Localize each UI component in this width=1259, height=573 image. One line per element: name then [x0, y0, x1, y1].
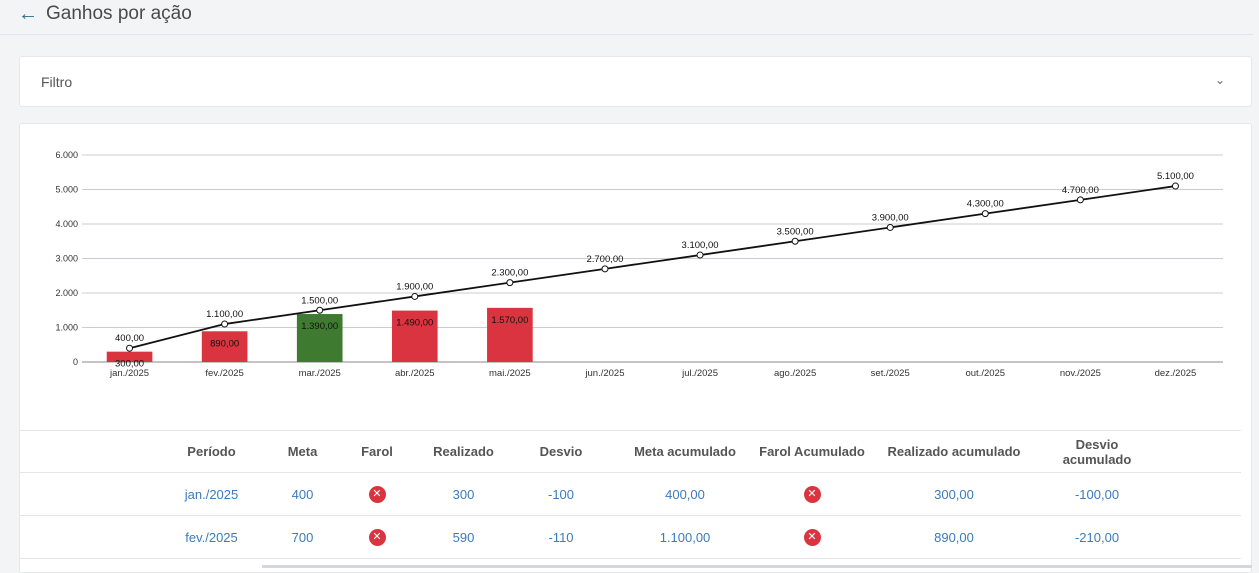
x-tick-label: abr./2025	[395, 368, 435, 379]
bar	[391, 310, 438, 362]
filter-label: Filtro	[41, 74, 73, 90]
col-periodo: Período	[153, 430, 270, 473]
line-point	[506, 279, 514, 287]
line-point	[791, 237, 799, 245]
arrow-left-icon[interactable]: ←	[18, 3, 38, 25]
line-data-label: 2.300,00	[491, 268, 528, 279]
cell-realizado[interactable]: 300	[419, 472, 508, 516]
x-tick-label: out./2025	[965, 368, 1005, 379]
x-tick-label: mai./2025	[489, 368, 531, 379]
cell-realizado[interactable]: 590	[419, 515, 508, 559]
bar-data-label: 890,00	[210, 338, 239, 349]
error-icon: ✕	[368, 528, 386, 546]
line-data-label: 4.700,00	[1062, 185, 1099, 196]
line-point	[221, 320, 229, 328]
chevron-down-icon[interactable]: ⌄	[1214, 73, 1226, 87]
error-icon: ✕	[368, 485, 386, 503]
cell-meta-acumulado[interactable]: 400,00	[614, 472, 756, 516]
x-tick-label: jul./2025	[681, 368, 718, 379]
x-tick-label: jun./2025	[584, 368, 624, 379]
y-tick-label: 6.000	[55, 150, 78, 160]
col-farol: Farol	[335, 430, 419, 473]
bar-data-label: 1.490,00	[396, 318, 433, 329]
bar-data-label: 1.390,00	[301, 321, 338, 332]
y-tick-label: 0	[73, 357, 78, 367]
y-tick-label: 3.000	[55, 254, 78, 264]
line-point	[981, 210, 989, 218]
y-tick-label: 1.000	[55, 323, 78, 333]
earnings-chart: 0 1.000 2.000 3.000 4.000 5.000 6.000 jan./2025…	[55, 150, 1223, 379]
error-icon: ✕	[803, 485, 821, 503]
cell-desvio-acumulado[interactable]: -100,00	[1040, 472, 1154, 516]
bar-data-label: 300,00	[115, 359, 144, 370]
x-tick-label: fev./2025	[205, 368, 243, 379]
y-tick-label: 4.000	[55, 219, 78, 229]
results-card: 0 1.000 2.000 3.000 4.000 5.000 6.000 jan./2025…	[19, 123, 1252, 573]
bar	[296, 314, 343, 362]
line-point	[886, 223, 894, 231]
cell-meta-acumulado[interactable]: 1.100,00	[614, 515, 756, 559]
page-header: ← Ganhos por ação	[0, 0, 1253, 35]
y-tick-label: 5.000	[55, 185, 78, 195]
col-meta-acumulado: Meta acumulado	[614, 430, 756, 473]
table-header-row: Período Meta Farol Realizado Desvio Meta…	[20, 430, 1241, 473]
line-point	[601, 265, 609, 273]
bar	[201, 331, 248, 362]
x-tick-label: jan./2025	[109, 368, 149, 379]
cell-desvio[interactable]: -110	[508, 515, 614, 559]
line-point	[126, 344, 134, 352]
x-tick-label: ago./2025	[774, 368, 816, 379]
line-data-label: 3.100,00	[682, 240, 719, 251]
col-desvio: Desvio	[508, 430, 614, 473]
col-desvio-acumulado: Desvio acumulado	[1040, 430, 1154, 473]
col-realizado: Realizado	[419, 430, 508, 473]
x-tick-label: nov./2025	[1060, 368, 1101, 379]
line-data-label: 1.100,00	[206, 309, 243, 320]
line-data-label: 400,00	[115, 333, 144, 344]
cell-realizado-acumulado[interactable]: 300,00	[868, 472, 1040, 516]
cell-desvio-acumulado[interactable]: -210,00	[1040, 515, 1154, 559]
table-row[interactable]: jan./2025 400 ✕ 300 -100 400,00 ✕ 300,00…	[20, 472, 1241, 516]
series-line	[129, 185, 1176, 350]
bar-data-label: 1.570,00	[491, 315, 528, 326]
cell-periodo[interactable]: jan./2025	[153, 472, 270, 516]
cell-periodo[interactable]: fev./2025	[153, 515, 270, 559]
col-meta: Meta	[270, 430, 335, 473]
line-point	[1076, 196, 1084, 204]
line-data-label: 2.700,00	[586, 254, 623, 265]
line-point	[1171, 182, 1179, 190]
bar	[106, 351, 153, 362]
line-data-label: 1.900,00	[396, 281, 433, 292]
cell-desvio[interactable]: -100	[508, 472, 614, 516]
error-icon: ✕	[803, 528, 821, 546]
x-tick-label: mar./2025	[299, 368, 341, 379]
cell-meta[interactable]: 700	[270, 515, 335, 559]
table-row[interactable]: fev./2025 700 ✕ 590 -110 1.100,00 ✕ 890,…	[20, 515, 1241, 559]
page-title: Ganhos por ação	[46, 3, 192, 24]
horizontal-scrollbar[interactable]	[262, 565, 1252, 568]
filter-panel[interactable]: Filtro ⌄	[19, 56, 1252, 107]
results-table: Período Meta Farol Realizado Desvio Meta…	[20, 430, 1241, 559]
line-point	[696, 251, 704, 259]
x-tick-label: set./2025	[871, 368, 910, 379]
col-realizado-acumulado: Realizado acumulado	[868, 430, 1040, 473]
cell-realizado-acumulado[interactable]: 890,00	[868, 515, 1040, 559]
x-tick-label: dez./2025	[1155, 368, 1197, 379]
line-data-label: 3.500,00	[777, 226, 814, 237]
line-data-label: 5.100,00	[1157, 171, 1194, 182]
line-data-label: 1.500,00	[301, 295, 338, 306]
col-farol-acumulado: Farol Acumulado	[756, 430, 868, 473]
line-data-label: 4.300,00	[967, 199, 1004, 210]
line-point	[411, 292, 419, 300]
line-data-label: 3.900,00	[872, 212, 909, 223]
y-tick-label: 2.000	[55, 288, 78, 298]
cell-meta[interactable]: 400	[270, 472, 335, 516]
bar	[487, 307, 533, 362]
line-point	[316, 306, 324, 314]
